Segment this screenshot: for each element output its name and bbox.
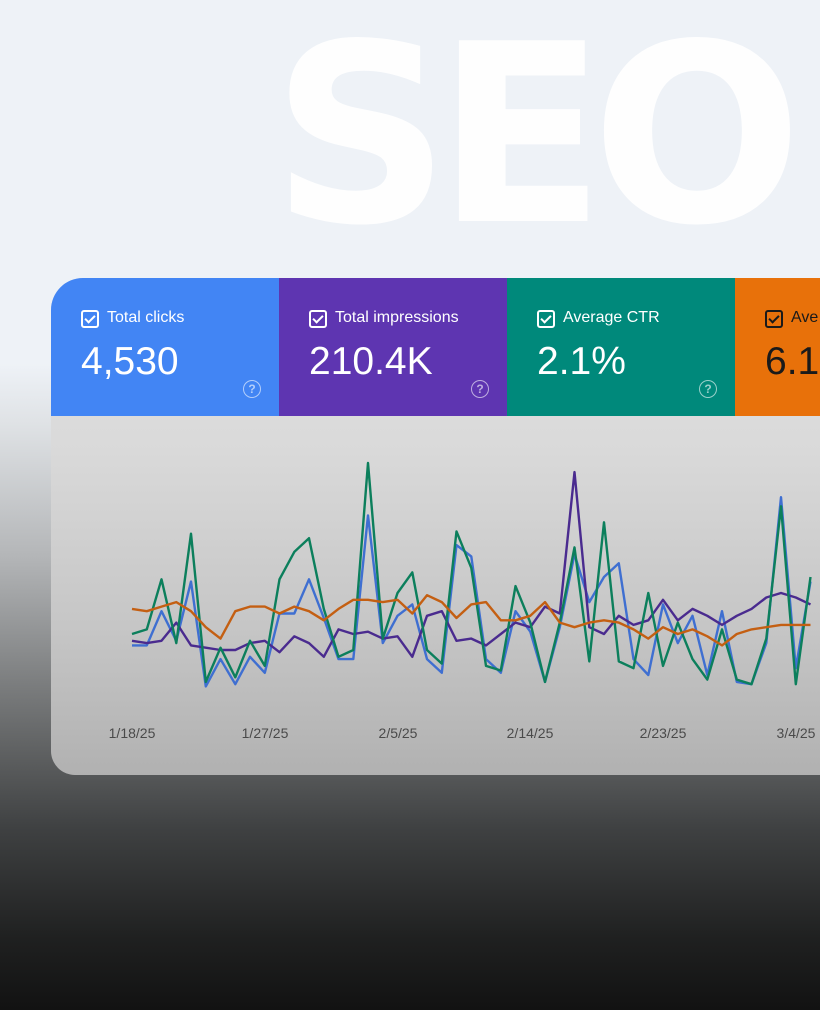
checkbox-icon[interactable]: [537, 310, 555, 328]
x-tick-label: 3/4/25: [777, 725, 816, 741]
x-tick-label: 1/18/25: [109, 725, 156, 741]
help-icon[interactable]: ?: [471, 380, 489, 398]
metric-value: 2.1%: [537, 340, 626, 383]
series-line-impressions: [131, 470, 812, 659]
checkbox-icon[interactable]: [81, 310, 99, 328]
checkbox-icon[interactable]: [765, 310, 783, 328]
metric-value: 6.1: [765, 340, 820, 383]
series-line-clicks: [132, 495, 812, 688]
metric-value: 210.4K: [309, 340, 433, 383]
help-icon[interactable]: ?: [699, 380, 717, 398]
metric-label: Ave: [791, 309, 819, 326]
line-chart: 1/18/25 1/27/25 2/5/25 2/14/25 2/23/25 3/4/25: [109, 461, 816, 741]
metric-cards: Total clicks 4,530 ? Total impressions 2…: [51, 278, 820, 416]
metric-card-average-ctr[interactable]: Average CTR 2.1% ?: [507, 278, 735, 416]
metric-value: 4,530: [81, 340, 179, 383]
x-tick-label: 2/23/25: [640, 725, 687, 741]
metric-card-average-position[interactable]: Ave 6.1: [735, 278, 820, 416]
performance-chart: 1/18/25 1/27/25 2/5/25 2/14/25 2/23/25 3/4/25: [51, 416, 820, 775]
metric-card-total-clicks[interactable]: Total clicks 4,530 ?: [51, 278, 279, 416]
series-line-ctr: [131, 461, 812, 686]
x-tick-label: 1/27/25: [242, 725, 289, 741]
checkbox-icon[interactable]: [309, 310, 327, 328]
metric-label: Average CTR: [563, 309, 660, 326]
metric-label: Total impressions: [335, 309, 459, 326]
metric-label: Total clicks: [107, 309, 185, 326]
help-icon[interactable]: ?: [243, 380, 261, 398]
performance-panel: Total clicks 4,530 ? Total impressions 2…: [51, 278, 820, 775]
x-tick-label: 2/14/25: [507, 725, 554, 741]
hero-word: SEO: [271, 0, 803, 280]
metric-card-total-impressions[interactable]: Total impressions 210.4K ?: [279, 278, 507, 416]
series-line-position: [131, 593, 811, 647]
x-tick-label: 2/5/25: [379, 725, 418, 741]
